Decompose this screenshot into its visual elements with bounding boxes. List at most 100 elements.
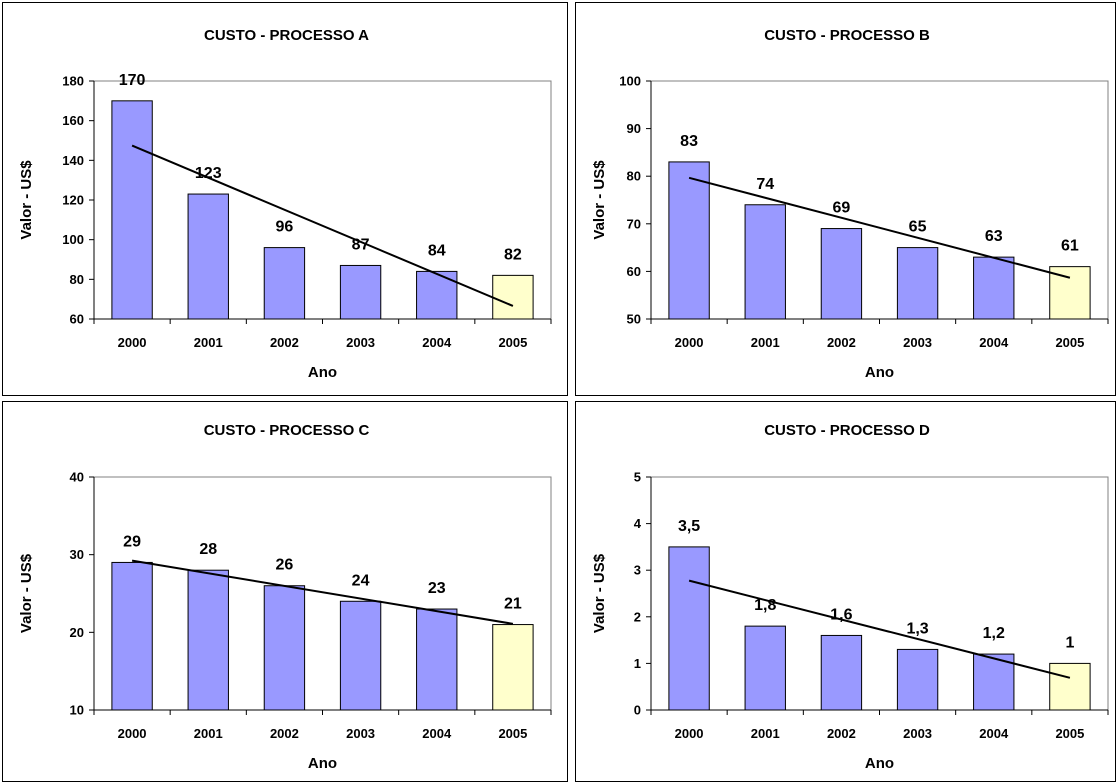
chart-panel-processo-c: CUSTO - PROCESSO C 10 20 30 40 2000 29 2001 28 20… [2,401,568,782]
x-tick-label: 2000 [118,726,147,741]
x-tick-label: 2001 [751,726,780,741]
y-axis-title: Valor - US$ [591,160,608,240]
y-tick-label: 160 [62,113,84,128]
bar-2001 [187,193,229,320]
data-label: 1,3 [906,620,928,637]
x-axis-title: Ano [308,755,337,772]
plot-area [650,80,1109,320]
trend-line [688,176,1071,279]
x-axis-title: Ano [308,364,337,381]
y-tick-label: 4 [634,516,642,531]
y-tick-label: 10 [70,703,84,718]
bar-2003 [896,648,939,711]
chart-title: CUSTO - PROCESSO A [204,27,369,44]
data-label: 65 [909,219,927,236]
y-axis-title: Valor - US$ [18,160,35,240]
data-label: 1,6 [830,606,852,623]
bar-2004 [416,608,458,711]
y-tick-label: 60 [627,264,641,279]
chart-svg: CUSTO - PROCESSO D01234520003,520011,820… [591,422,1109,772]
bar-2002 [820,228,863,320]
y-tick-label: 120 [62,193,84,208]
y-tick-label: 70 [627,216,641,231]
y-tick-label: 80 [70,272,84,287]
y-tick-label: 50 [627,312,641,327]
bar-2001 [744,204,786,320]
data-label: 96 [276,219,294,236]
data-label: 69 [833,200,851,217]
y-tick-label: 90 [627,121,641,136]
x-tick-label: 2001 [751,335,780,350]
data-label: 61 [1061,238,1079,255]
x-tick-label: 2003 [903,335,932,350]
data-label: 24 [352,572,370,589]
plot-area [93,80,552,320]
data-label: 63 [985,228,1003,245]
y-tick-label: 80 [627,169,641,184]
x-tick-label: 2001 [194,335,223,350]
chart-svg: CUSTO - PROCESSO A 60 80 100 120 140 160 180 200… [18,27,552,381]
y-tick-label: 100 [62,232,84,247]
y-tick-label: 60 [70,312,84,327]
bar-2000 [111,100,153,320]
y-tick-label: 20 [70,625,84,640]
y-tick-label: 3 [634,563,641,578]
y-tick-label: 1 [634,656,641,671]
trend-line [131,144,514,307]
bar-2003 [339,264,382,320]
chart-svg: CUSTO - PROCESSO B 50 60 70 80 90 100 2000 83 200… [591,27,1109,381]
y-tick-label: 5 [634,470,641,485]
data-label: 29 [123,533,141,550]
bar-2005 [492,624,534,711]
bar-2005 [1049,266,1091,320]
trend-line [131,559,514,625]
bar-2000 [668,546,710,711]
y-tick-label: 0 [634,703,641,718]
bar-2003 [896,247,939,320]
x-tick-label: 2005 [498,335,527,350]
chart-title: CUSTO - PROCESSO D [764,422,930,439]
y-tick-label: 180 [62,74,84,89]
x-tick-label: 2005 [1055,335,1084,350]
chart-panel-processo-b: CUSTO - PROCESSO B 50 60 70 80 90 100 2000 83 200… [575,2,1116,396]
data-label: 21 [504,596,522,613]
y-tick-label: 40 [70,470,84,485]
x-tick-label: 2004 [979,335,1009,350]
data-label: 84 [428,242,446,259]
x-tick-label: 2003 [346,726,375,741]
x-tick-label: 2002 [270,335,299,350]
data-label: 1,2 [983,625,1005,642]
bar-2001 [744,625,786,711]
data-label: 23 [428,580,446,597]
data-label: 123 [195,165,222,182]
bar-2002 [263,585,306,711]
data-label: 28 [199,541,217,558]
x-tick-label: 2002 [270,726,299,741]
y-tick-label: 140 [62,153,84,168]
x-tick-label: 2002 [827,335,856,350]
bar-2005 [1049,662,1091,711]
bar-2004 [973,256,1015,320]
x-tick-label: 2003 [903,726,932,741]
data-label: 3,5 [678,518,700,535]
bar-2004 [973,653,1015,711]
bar-2000 [111,561,153,711]
x-tick-label: 2004 [979,726,1009,741]
bar-2003 [339,600,382,711]
bar-2002 [263,247,306,320]
chart-title: CUSTO - PROCESSO B [764,27,930,44]
y-tick-label: 2 [634,609,641,624]
x-tick-label: 2005 [498,726,527,741]
data-label: 26 [276,557,294,574]
x-tick-label: 2004 [422,726,452,741]
x-tick-label: 2005 [1055,726,1084,741]
y-tick-label: 30 [70,547,84,562]
x-axis-title: Ano [865,364,894,381]
y-tick-label: 100 [619,74,641,89]
x-tick-label: 2000 [675,726,704,741]
y-axis-title: Valor - US$ [18,553,35,633]
trend-line [688,579,1071,679]
x-tick-label: 2002 [827,726,856,741]
x-tick-label: 2001 [194,726,223,741]
data-label: 82 [504,246,522,263]
